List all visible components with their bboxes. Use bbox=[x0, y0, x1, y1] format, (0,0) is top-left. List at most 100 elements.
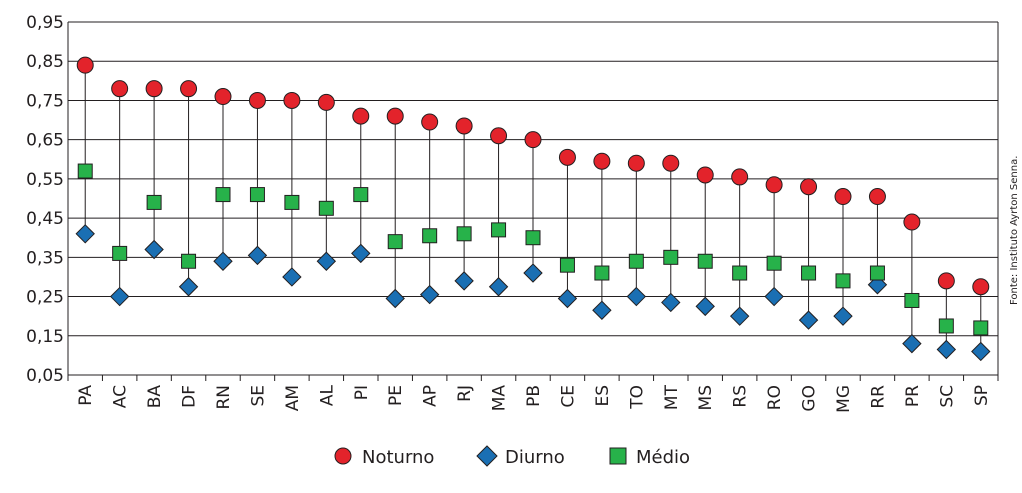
point-diurno-mt bbox=[661, 292, 681, 313]
point-noturno-pr bbox=[903, 213, 921, 231]
legend: Noturno Diurno Médio bbox=[334, 445, 690, 468]
point-medio-ac bbox=[112, 245, 128, 261]
category-label-mg: MG bbox=[834, 385, 854, 413]
category-label-am: AM bbox=[283, 385, 303, 411]
category-label-sc: SC bbox=[937, 385, 957, 408]
point-medio-am bbox=[284, 194, 300, 210]
point-medio-sp bbox=[973, 320, 989, 336]
point-noturno-go bbox=[800, 178, 818, 196]
point-medio-al bbox=[318, 200, 334, 216]
point-diurno-rj bbox=[454, 271, 474, 291]
point-noturno-ms bbox=[696, 166, 714, 184]
category-label-pa: PA bbox=[76, 385, 96, 406]
point-medio-se bbox=[249, 187, 265, 203]
point-diurno-es bbox=[592, 300, 612, 320]
category-label-to: TO bbox=[627, 385, 647, 410]
point-noturno-rr bbox=[868, 188, 886, 206]
point-noturno-mt bbox=[662, 154, 680, 172]
x-axis-category-labels: PA AC BA DF RN SE AM AL PI PE AP RJ MA PB CE ES TO MT MS RS… bbox=[76, 384, 992, 412]
y-tick-label-9: 0,95 bbox=[26, 13, 64, 33]
point-medio-rs bbox=[732, 265, 748, 281]
point-noturno-ro bbox=[765, 176, 783, 194]
point-diurno-ma bbox=[488, 277, 509, 297]
point-medio-ro bbox=[766, 255, 782, 271]
point-diurno-pe bbox=[385, 288, 405, 309]
point-diurno-mg bbox=[833, 306, 853, 326]
category-label-es: ES bbox=[593, 385, 613, 407]
point-medio-es bbox=[594, 265, 610, 281]
category-label-pe: PE bbox=[386, 385, 406, 406]
category-label-go: GO bbox=[800, 385, 820, 412]
point-noturno-sp bbox=[972, 278, 990, 296]
point-noturno-pb bbox=[524, 131, 542, 149]
point-noturno-pi bbox=[352, 107, 370, 125]
legend-marker-medio bbox=[609, 447, 627, 465]
point-diurno-ba bbox=[144, 239, 164, 260]
source-note: Fonte: Instituto Ayrton Senna. bbox=[1009, 156, 1020, 305]
point-diurno-pi bbox=[351, 243, 371, 264]
point-noturno-sc bbox=[937, 272, 955, 290]
point-medio-mt bbox=[663, 249, 679, 265]
point-diurno-pr bbox=[902, 333, 922, 354]
point-medio-df bbox=[181, 253, 197, 269]
legend-label-noturno: Noturno bbox=[362, 447, 434, 468]
point-diurno-go bbox=[798, 310, 819, 330]
data-markers bbox=[75, 56, 991, 362]
point-medio-rn bbox=[215, 187, 231, 203]
category-label-al: AL bbox=[317, 384, 337, 406]
legend-item-noturno: Noturno bbox=[334, 447, 434, 468]
category-label-ro: RO bbox=[765, 385, 785, 410]
point-noturno-to bbox=[627, 154, 645, 172]
point-medio-pa bbox=[77, 163, 93, 179]
point-medio-rr bbox=[869, 265, 885, 281]
point-noturno-ba bbox=[145, 80, 163, 98]
y-axis-tick-labels: 0,05 0,15 0,25 0,35 0,45 0,55 0,65 0,75 0,85 0,95 bbox=[26, 13, 64, 386]
point-diurno-ac bbox=[109, 286, 130, 307]
point-diurno-pa bbox=[75, 224, 95, 244]
category-label-ap: AP bbox=[421, 385, 441, 407]
point-diurno-pb bbox=[523, 263, 543, 283]
point-medio-pi bbox=[353, 187, 369, 203]
y-tick-label-5: 0,55 bbox=[26, 170, 64, 190]
y-tick-label-1: 0,15 bbox=[26, 327, 64, 347]
point-noturno-rj bbox=[455, 117, 473, 135]
category-label-rj: RJ bbox=[455, 385, 475, 402]
point-medio-ma bbox=[491, 222, 507, 238]
point-diurno-sc bbox=[936, 339, 957, 360]
point-diurno-df bbox=[178, 277, 199, 297]
point-noturno-al bbox=[317, 93, 335, 111]
point-diurno-se bbox=[247, 245, 268, 266]
point-medio-rj bbox=[456, 226, 472, 242]
category-label-pb: PB bbox=[524, 385, 544, 407]
legend-marker-diurno bbox=[476, 445, 498, 467]
point-diurno-rn bbox=[213, 251, 233, 271]
point-noturno-ap bbox=[421, 113, 439, 131]
point-diurno-to bbox=[626, 286, 647, 307]
legend-item-diurno: Diurno bbox=[476, 445, 565, 468]
category-label-rr: RR bbox=[868, 385, 888, 409]
point-medio-to bbox=[628, 253, 644, 269]
point-diurno-ms bbox=[695, 296, 715, 317]
legend-label-medio: Médio bbox=[636, 447, 690, 468]
point-diurno-ap bbox=[419, 284, 440, 305]
y-tick-label-6: 0,65 bbox=[26, 131, 64, 151]
point-noturno-es bbox=[593, 152, 611, 170]
point-noturno-ce bbox=[558, 148, 576, 166]
y-tick-label-2: 0,25 bbox=[26, 288, 64, 308]
point-diurno-am bbox=[282, 267, 302, 287]
point-medio-pb bbox=[525, 230, 541, 246]
point-medio-ms bbox=[697, 253, 713, 269]
category-label-pr: PR bbox=[903, 385, 923, 407]
point-medio-ce bbox=[559, 257, 575, 273]
category-label-pi: PI bbox=[352, 385, 372, 400]
category-label-sp: SP bbox=[972, 385, 992, 406]
point-medio-sc bbox=[938, 318, 954, 334]
point-medio-go bbox=[801, 265, 817, 281]
category-label-rs: RS bbox=[731, 385, 751, 408]
category-label-mt: MT bbox=[662, 384, 682, 410]
point-medio-ap bbox=[422, 228, 438, 244]
category-label-df: DF bbox=[180, 385, 200, 408]
legend-label-diurno: Diurno bbox=[505, 447, 565, 468]
category-label-ma: MA bbox=[490, 385, 510, 412]
